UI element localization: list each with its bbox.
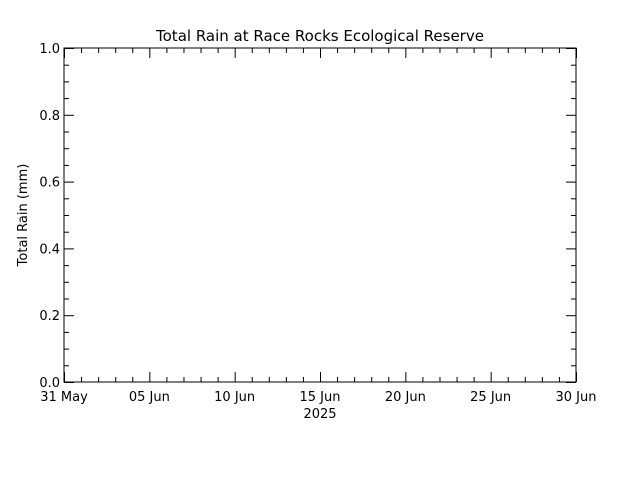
x-axis-label: 2025 <box>303 407 336 422</box>
x-tick-label: 15 Jun <box>300 390 341 405</box>
plot-area <box>63 47 577 383</box>
x-tick-label: 10 Jun <box>214 390 255 405</box>
y-axis-label: Total Rain (mm) <box>16 164 31 268</box>
y-tick-label: 1.0 <box>39 42 60 57</box>
x-tick-label: 20 Jun <box>385 390 426 405</box>
x-tick-label: 31 May <box>40 390 88 405</box>
x-tick-label: 30 Jun <box>556 390 597 405</box>
x-tick-label: 05 Jun <box>129 390 170 405</box>
y-tick-label: 0.8 <box>39 109 60 124</box>
y-tick-label: 0.2 <box>39 309 60 324</box>
x-axis-tick-labels: 31 May 05 Jun 10 Jun 15 Jun 20 Jun 25 Jun 30 J… <box>40 390 596 405</box>
y-axis-tick-labels: 0.0 0.2 0.4 0.6 0.8 1.0 <box>39 42 60 391</box>
x-tick-label: 25 Jun <box>470 390 511 405</box>
y-tick-label: 0.0 <box>39 376 60 391</box>
chart-title: Total Rain at Race Rocks Ecological Rese… <box>155 27 484 45</box>
y-tick-label: 0.4 <box>39 242 60 257</box>
y-tick-label: 0.6 <box>39 176 60 191</box>
y-axis-ticks <box>64 48 576 383</box>
x-axis-ticks <box>64 48 577 382</box>
